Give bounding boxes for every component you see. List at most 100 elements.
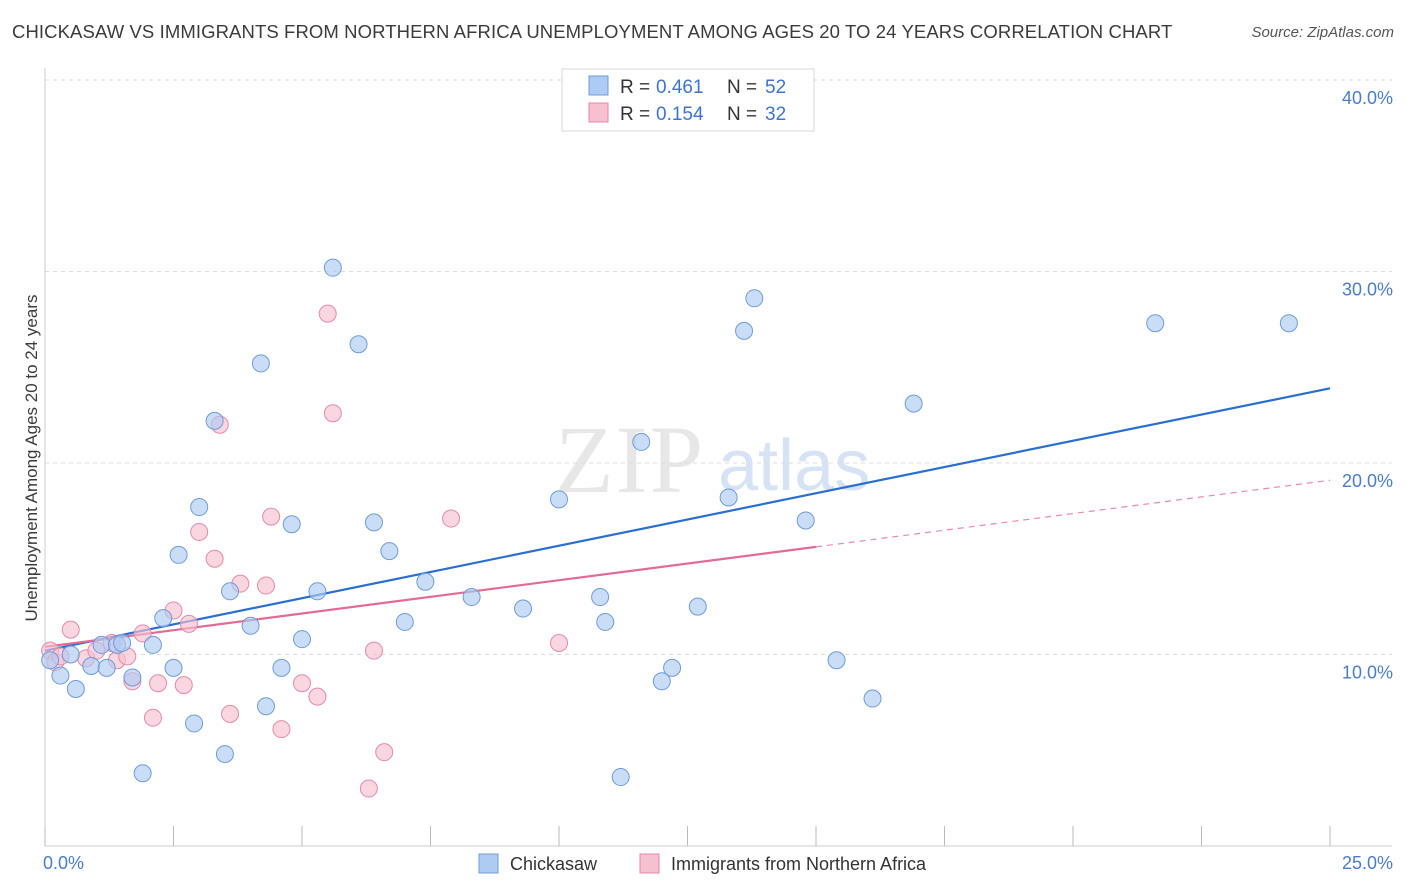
point-chickasaw (257, 697, 276, 716)
point-chickasaw (380, 542, 399, 561)
bottom-legend-immigrants: Immigrants from Northern Africa (671, 854, 927, 874)
point-immigrants (318, 304, 337, 323)
point-chickasaw (719, 488, 738, 507)
point-chickasaw (416, 572, 435, 591)
point-chickasaw (796, 511, 815, 530)
point-immigrants (143, 708, 162, 727)
point-immigrants (272, 720, 291, 739)
point-chickasaw (1146, 314, 1165, 333)
y-tick-label: 20.0% (1342, 471, 1393, 491)
point-chickasaw (745, 289, 764, 308)
grid-lines (45, 79, 1392, 655)
watermark: ZIP atlas (555, 406, 870, 513)
legend: R = 0.461 N = 52 R = 0.154 N = 32 (561, 68, 815, 132)
point-chickasaw (735, 321, 754, 340)
point-chickasaw (164, 658, 183, 677)
y-tick-label: 40.0% (1342, 88, 1393, 108)
point-immigrants (323, 404, 342, 423)
point-chickasaw (514, 599, 533, 618)
point-chickasaw (364, 513, 383, 532)
trend-lines (44, 387, 1331, 652)
legend-n-value-1: 52 (765, 77, 786, 98)
point-chickasaw (688, 597, 707, 616)
legend-r-value-2: 0.154 (656, 104, 704, 125)
legend-r-label-1: R = (620, 77, 650, 98)
point-chickasaw (293, 630, 311, 649)
point-chickasaw (143, 635, 162, 654)
point-chickasaw (190, 498, 209, 517)
bottom-legend: Chickasaw Immigrants from Northern Afric… (478, 853, 927, 874)
point-chickasaw (123, 668, 142, 687)
point-chickasaw (395, 612, 414, 631)
point-immigrants (190, 522, 209, 541)
legend-r-label-2: R = (620, 104, 650, 125)
point-immigrants (550, 634, 568, 653)
legend-n-label-1: N = (727, 77, 757, 98)
point-chickasaw (349, 335, 368, 354)
x-tick-label-min: 0.0% (43, 853, 84, 873)
axes (44, 68, 1392, 847)
point-chickasaw (663, 658, 682, 677)
point-chickasaw (863, 689, 882, 708)
trend-line-immigrants-extension (815, 479, 1331, 548)
point-immigrants (308, 687, 327, 706)
point-chickasaw (133, 764, 152, 783)
bottom-legend-swatch-immigrants (639, 853, 660, 874)
point-chickasaw (241, 616, 260, 635)
point-chickasaw (154, 609, 173, 628)
point-chickasaw (272, 658, 291, 677)
point-immigrants (262, 507, 281, 526)
trend-line-chickasaw (44, 387, 1331, 652)
point-immigrants (442, 509, 461, 528)
point-immigrants (179, 614, 198, 633)
legend-swatch-immigrants (588, 102, 609, 123)
point-chickasaw (61, 645, 80, 664)
point-chickasaw (591, 588, 610, 607)
point-immigrants (375, 743, 394, 762)
point-chickasaw (550, 490, 568, 509)
bottom-legend-chickasaw: Chickasaw (510, 854, 598, 874)
trend-line-immigrants (44, 545, 817, 648)
watermark-atlas: atlas (718, 426, 870, 506)
point-chickasaw (66, 679, 85, 698)
y-tick-label: 10.0% (1342, 663, 1393, 683)
point-immigrants (174, 676, 193, 695)
legend-n-label-2: N = (727, 104, 757, 125)
point-chickasaw (221, 582, 240, 601)
bottom-legend-swatch-chickasaw (478, 853, 499, 874)
point-chickasaw (1279, 314, 1298, 333)
point-chickasaw (205, 411, 224, 430)
point-immigrants (359, 779, 378, 798)
legend-n-value-2: 32 (765, 104, 786, 125)
point-chickasaw (97, 658, 116, 677)
point-immigrants (205, 549, 224, 568)
point-immigrants (149, 674, 168, 693)
point-chickasaw (308, 582, 327, 601)
y-axis-label: Unemployment Among Ages 20 to 24 years (22, 295, 41, 622)
watermark-zip: ZIP (555, 406, 705, 513)
point-chickasaw (652, 672, 671, 691)
point-immigrants (257, 576, 276, 595)
data-points (41, 258, 1298, 798)
point-chickasaw (323, 258, 342, 277)
point-chickasaw (51, 666, 70, 685)
point-chickasaw (611, 768, 630, 787)
point-chickasaw (215, 745, 234, 764)
tick-labels: 10.0% 20.0% 30.0% 40.0% 0.0% 25.0% (43, 88, 1393, 873)
point-immigrants (293, 674, 311, 693)
point-chickasaw (282, 515, 301, 534)
point-chickasaw (82, 656, 101, 675)
point-chickasaw (632, 432, 651, 451)
point-immigrants (61, 620, 80, 639)
legend-swatch-chickasaw (588, 75, 609, 96)
chart-title: CHICKASAW VS IMMIGRANTS FROM NORTHERN AF… (12, 21, 1173, 42)
y-tick-label: 30.0% (1342, 280, 1393, 300)
point-chickasaw (904, 394, 923, 413)
point-chickasaw (113, 634, 132, 653)
point-chickasaw (92, 635, 111, 654)
source-credit: Source: ZipAtlas.com (1251, 24, 1394, 41)
point-immigrants (221, 704, 240, 723)
point-immigrants (133, 624, 152, 643)
point-chickasaw (185, 714, 204, 733)
